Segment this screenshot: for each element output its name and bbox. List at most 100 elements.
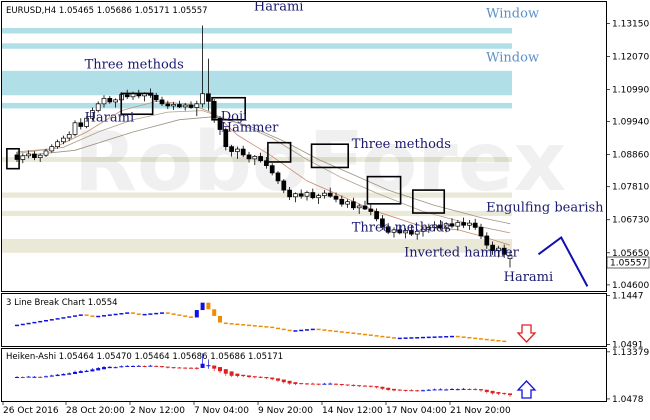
candle: [362, 200, 368, 210]
linebreak-brick: [119, 313, 124, 315]
zones-layer: [2, 27, 512, 253]
heikenashi-bar: [484, 389, 489, 394]
pattern-box: [211, 96, 247, 121]
heikenashi-bar: [363, 384, 367, 387]
level-zone: [2, 43, 512, 49]
linebreak-brick: [73, 315, 77, 317]
heikenashi-bar: [293, 382, 298, 386]
linebreak-brick: [316, 328, 321, 331]
candle: [310, 188, 316, 200]
heikenashi-bar: [136, 364, 141, 367]
pattern-label: Engulfing bearish: [486, 200, 604, 215]
candle: [420, 226, 426, 237]
linebreak-brick: [438, 336, 443, 338]
linebreak-brick: [380, 335, 385, 338]
candle: [368, 204, 374, 216]
linebreak-title: 3 Line Break Chart 1.0554: [6, 298, 118, 308]
price-tick-label: 1.08860: [612, 151, 649, 161]
heikenashi-bar: [113, 366, 118, 369]
candle: [275, 171, 281, 184]
heikenashi-bar: [473, 388, 478, 391]
heikenashi-bar: [299, 382, 304, 385]
heikenashi-bar: [49, 374, 54, 377]
heikenashi-title: Heiken-Ashi 1.05464 1.05470 1.05464 1.05…: [6, 352, 283, 362]
linebreak-brick: [102, 315, 106, 317]
pattern-boxes-layer: [6, 92, 446, 214]
pattern-box: [120, 92, 154, 116]
linebreak-brick: [322, 329, 327, 331]
linebreak-brick: [223, 322, 228, 325]
moving-average-line: [16, 110, 511, 234]
heikenashi-bar: [426, 388, 431, 391]
price-tick-label: 1.09940: [612, 118, 649, 128]
linebreak-brick: [113, 313, 118, 316]
pattern-label: Three methods: [85, 57, 184, 72]
time-tick-label: 28 Oct 20:00: [66, 406, 125, 416]
pattern-label: Inverted hammer: [404, 246, 520, 261]
linebreak-brick: [252, 325, 257, 327]
linebreak-brick: [218, 315, 222, 323]
candle: [426, 223, 432, 233]
linebreak-brick: [484, 338, 489, 341]
candle: [287, 187, 292, 200]
candle: [490, 241, 495, 255]
linebreak-brick: [461, 336, 466, 338]
candle: [229, 144, 234, 157]
linebreak-brick: [171, 313, 176, 315]
candle: [165, 100, 171, 110]
pattern-label: Harami: [254, 0, 304, 14]
candle: [269, 163, 275, 176]
price-tick-label: 1.07810: [612, 183, 649, 193]
candle: [449, 218, 455, 229]
candle: [472, 218, 478, 230]
price-tick-label: 1.13150: [612, 19, 649, 29]
candle: [49, 144, 55, 153]
pattern-box: [310, 143, 350, 169]
time-tick-label: 2 Nov 12:00: [130, 406, 185, 416]
heikenashi-bars: [15, 353, 512, 397]
linebreak-brick: [55, 318, 60, 320]
heikenashi-bar: [183, 367, 188, 369]
watermark: RoboForex: [74, 115, 566, 210]
candle: [194, 100, 200, 117]
heikenashi-bar: [73, 370, 77, 374]
candle: [345, 199, 350, 208]
candle: [293, 192, 298, 203]
heikenashi-tick-label: 1.0478: [612, 395, 644, 405]
candle: [61, 135, 66, 145]
level-zone: [2, 192, 512, 198]
candle: [66, 131, 72, 142]
heikenashi-bar: [78, 370, 83, 373]
candle: [258, 152, 263, 163]
time-tick-label: 14 Nov 12:00: [322, 406, 383, 416]
heikenashi-bar: [357, 385, 362, 388]
price-tick-label: 1.12070: [612, 52, 649, 62]
linebreak-brick: [136, 313, 141, 315]
candle: [333, 192, 339, 203]
linebreak-tick-label: 1.0491: [612, 340, 644, 350]
heikenashi-bar: [392, 388, 396, 392]
heikenashi-panel-frame: [1, 348, 607, 402]
linebreak-brick: [107, 314, 112, 316]
heikenashi-bar: [229, 371, 234, 377]
heikenashi-bar: [368, 385, 373, 388]
linebreak-brick: [386, 336, 391, 338]
candle: [20, 153, 26, 164]
heikenashi-bar: [310, 382, 315, 385]
candle: [316, 193, 321, 204]
candle: [467, 220, 472, 230]
linebreak-brick: [467, 337, 472, 339]
heikenashi-bar: [223, 369, 228, 376]
linebreak-brick: [61, 317, 66, 319]
heikenashi-bar: [339, 383, 344, 386]
linebreak-brick: [432, 336, 437, 338]
heikenashi-bar: [305, 383, 309, 385]
linebreak-brick: [125, 312, 130, 314]
heikenashi-bar: [247, 375, 251, 379]
candle: [240, 145, 246, 158]
candle: [124, 89, 130, 99]
candle: [153, 92, 159, 103]
candle: [264, 157, 269, 169]
linebreak-brick: [357, 333, 362, 335]
